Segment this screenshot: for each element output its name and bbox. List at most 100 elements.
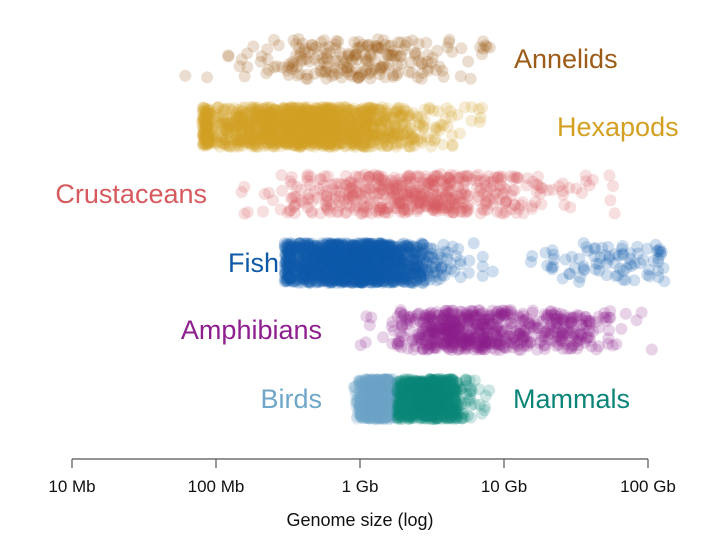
- data-point: [226, 112, 239, 125]
- data-point: [249, 121, 262, 134]
- data-point: [200, 139, 213, 152]
- data-point: [341, 102, 353, 115]
- data-point: [348, 126, 360, 138]
- data-point: [267, 112, 280, 125]
- data-point: [430, 202, 443, 215]
- data-point: [367, 102, 380, 115]
- data-point: [288, 104, 301, 117]
- data-point: [328, 130, 341, 143]
- data-point: [287, 109, 300, 122]
- data-point: [320, 101, 333, 114]
- data-point: [223, 117, 236, 130]
- data-point: [360, 64, 373, 77]
- data-point: [337, 57, 350, 70]
- data-point: [319, 137, 332, 150]
- data-point: [324, 122, 337, 135]
- data-point: [319, 123, 332, 136]
- data-point: [238, 70, 251, 83]
- data-point: [286, 56, 299, 69]
- data-point: [326, 136, 339, 149]
- data-point: [272, 132, 285, 145]
- data-point: [442, 36, 455, 49]
- data-point: [202, 104, 214, 117]
- data-point: [445, 110, 458, 123]
- data-point: [305, 127, 318, 140]
- data-point: [293, 103, 306, 115]
- data-point: [307, 126, 320, 139]
- data-point: [197, 127, 210, 140]
- data-point: [291, 136, 304, 149]
- data-point: [306, 135, 319, 148]
- data-point: [272, 39, 285, 52]
- data-point: [299, 114, 312, 127]
- data-point: [244, 103, 257, 116]
- data-point: [284, 112, 297, 125]
- data-point: [315, 113, 328, 126]
- data-point: [328, 62, 341, 74]
- data-point: [311, 138, 324, 151]
- data-point: [200, 110, 213, 123]
- data-point: [222, 49, 235, 62]
- data-point: [530, 178, 543, 191]
- data-point: [403, 140, 416, 153]
- data-point: [436, 313, 449, 326]
- data-point: [207, 119, 220, 132]
- data-point: [379, 60, 392, 73]
- data-point: [333, 112, 346, 125]
- data-point: [477, 42, 490, 55]
- data-point: [311, 130, 324, 143]
- data-point: [283, 134, 296, 147]
- data-point: [232, 111, 245, 124]
- data-point: [358, 140, 371, 153]
- data-point: [303, 55, 316, 68]
- data-point: [208, 106, 221, 119]
- data-point: [315, 136, 328, 149]
- data-point: [286, 123, 299, 136]
- data-point: [308, 67, 321, 80]
- data-point: [334, 136, 347, 149]
- data-point: [292, 116, 305, 129]
- data-point: [231, 113, 243, 126]
- data-point: [246, 132, 259, 145]
- data-point: [294, 120, 307, 133]
- data-point: [242, 119, 255, 132]
- data-point: [420, 325, 433, 338]
- data-point: [355, 118, 368, 131]
- data-point: [289, 125, 302, 137]
- data-point: [302, 46, 315, 59]
- data-point: [360, 115, 373, 128]
- data-point: [310, 131, 323, 144]
- data-point: [315, 121, 328, 134]
- data-point: [318, 34, 331, 47]
- data-point: [541, 184, 554, 197]
- data-point: [328, 120, 341, 133]
- data-point: [352, 71, 365, 84]
- data-point: [293, 116, 306, 128]
- data-point: [246, 105, 259, 118]
- data-point: [472, 103, 485, 116]
- data-point: [297, 123, 310, 136]
- data-point: [364, 66, 377, 79]
- data-point: [320, 51, 333, 64]
- data-point: [563, 267, 576, 280]
- data-point: [257, 109, 269, 122]
- data-point: [390, 140, 403, 153]
- data-point: [253, 111, 265, 124]
- data-point: [260, 126, 273, 138]
- data-point: [464, 72, 477, 85]
- data-point: [249, 101, 262, 114]
- data-point: [303, 243, 316, 256]
- data-point: [203, 129, 216, 142]
- data-point: [268, 116, 281, 129]
- data-point: [463, 254, 476, 267]
- data-point: [241, 206, 254, 219]
- data-point: [320, 102, 333, 115]
- data-point: [249, 130, 262, 143]
- data-point: [354, 128, 367, 141]
- data-point: [380, 107, 393, 120]
- data-point: [408, 132, 421, 144]
- data-point: [404, 134, 417, 147]
- data-point: [280, 119, 293, 132]
- data-point: [312, 124, 325, 137]
- data-point: [266, 113, 279, 126]
